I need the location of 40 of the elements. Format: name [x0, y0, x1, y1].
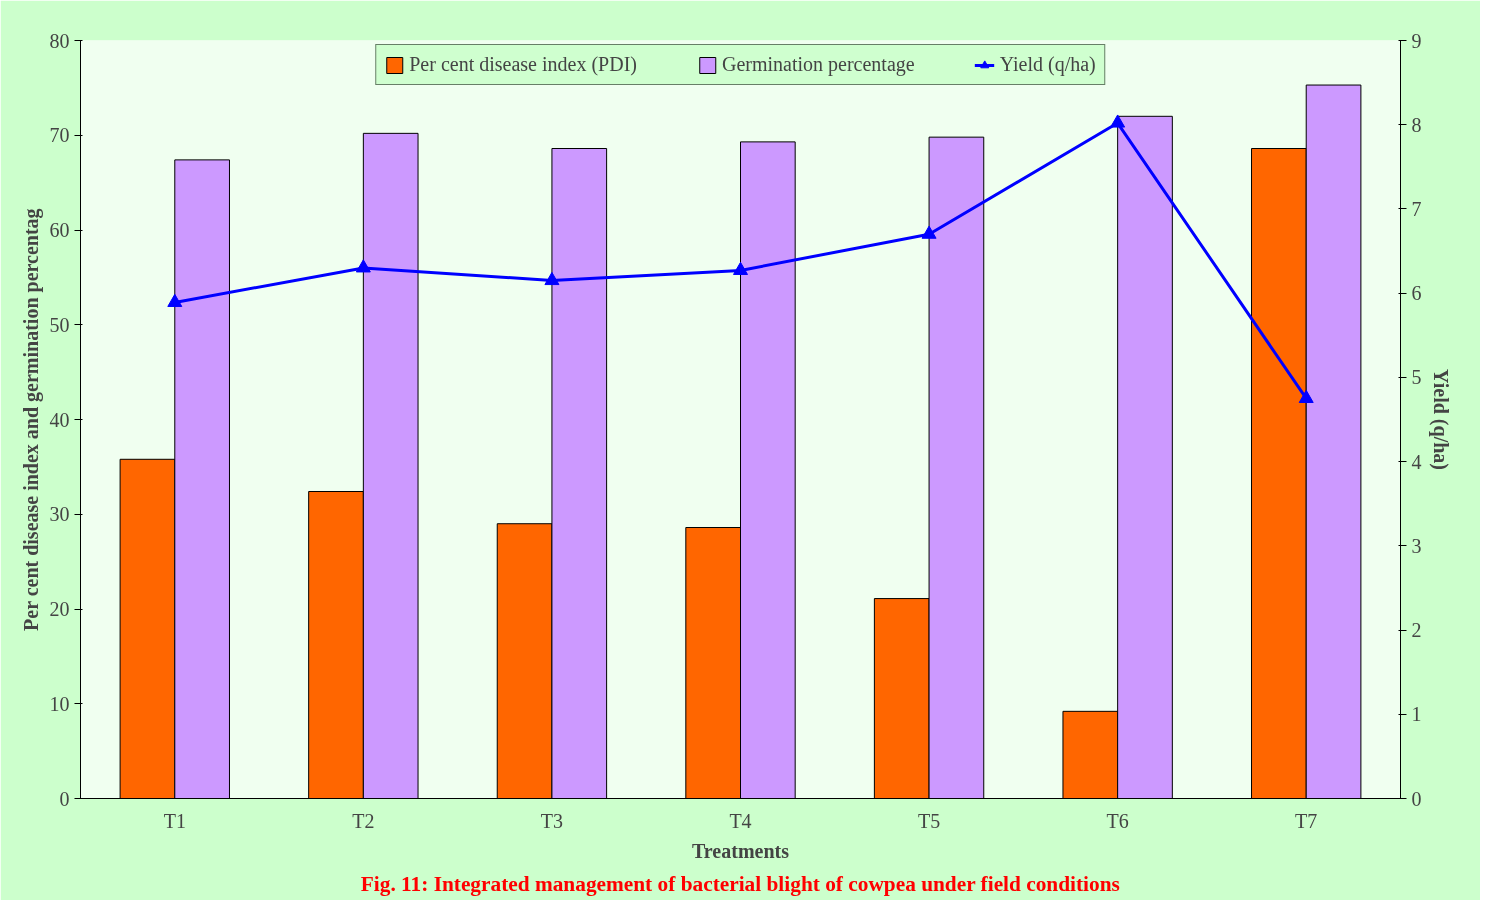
y-tick-label: 30 — [49, 503, 70, 526]
y-tick-label: 20 — [49, 598, 70, 620]
y2-tick-label: 3 — [1411, 534, 1422, 557]
legend-label: Per cent disease index (PDI) — [409, 53, 637, 76]
point — [544, 271, 560, 286]
y-tick-label: 60 — [49, 219, 70, 241]
point — [355, 259, 371, 273]
y2-tick-label: 6 — [1411, 282, 1422, 305]
point — [733, 261, 748, 275]
x-tick-label: T5 — [917, 809, 941, 832]
y-tick-label: 10 — [49, 692, 70, 715]
point — [1298, 389, 1314, 403]
legend-label: Yield (q/ha) — [999, 53, 1096, 76]
y-tick-label: 50 — [49, 313, 70, 336]
y2-tick-label: 2 — [1411, 619, 1422, 642]
y2-axis-title: Yield (q/ha) — [1428, 369, 1452, 470]
x-tick-label: T7 — [1295, 809, 1318, 832]
point — [167, 293, 183, 307]
x-tick-label: T3 — [540, 809, 564, 832]
x-tick-label: T2 — [352, 809, 375, 832]
x-tick-label: T4 — [729, 809, 752, 832]
caption: Fig. 11: Integrated management of bacterial blight of cowpea under field conditions — [360, 871, 1120, 896]
y2-tick-label: 7 — [1411, 197, 1422, 220]
x-tick-label: T1 — [163, 809, 186, 832]
x-tick-label: T6 — [1106, 809, 1129, 832]
point — [921, 225, 937, 239]
y2-tick-label: 9 — [1411, 29, 1422, 52]
y2-tick-label: 8 — [1411, 113, 1422, 136]
y2-tick-label: 1 — [1411, 703, 1422, 726]
y-tick-label: 40 — [49, 408, 70, 431]
y-axis-title: Per cent disease index and germination percentag — [19, 208, 43, 631]
legend-label: Germination percentage — [721, 53, 915, 76]
y-tick-label: 0 — [59, 787, 70, 810]
x-axis-title: Treatments — [691, 839, 790, 862]
point — [1110, 114, 1126, 128]
y2-tick-label: 0 — [1411, 787, 1422, 810]
y-tick-label: 80 — [49, 29, 70, 52]
y-tick-label: 70 — [49, 124, 70, 147]
y2-tick-label: 5 — [1411, 366, 1422, 389]
y2-tick-label: 4 — [1411, 450, 1422, 473]
